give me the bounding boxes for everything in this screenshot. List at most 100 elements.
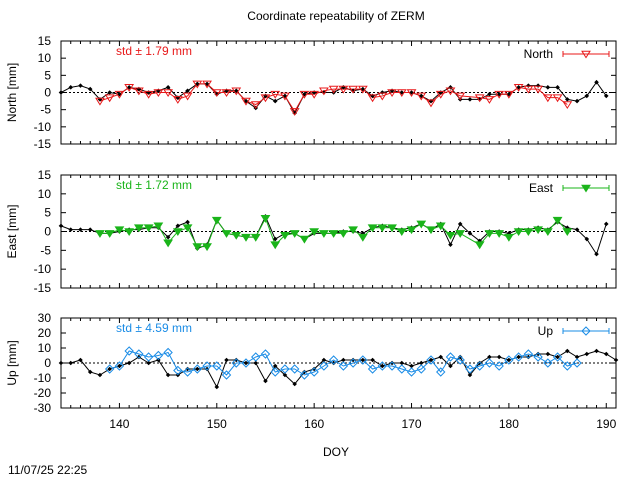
black-series-point <box>185 88 190 94</box>
colored-series-point <box>173 365 183 376</box>
colored-series-point <box>503 233 514 242</box>
colored-series-point <box>153 89 164 98</box>
black-series-point <box>389 360 395 366</box>
black-series-point <box>467 97 473 102</box>
y-tick-label: 15 <box>38 34 52 48</box>
colored-series-point <box>455 355 465 365</box>
black-series-point <box>574 98 580 104</box>
colored-series-point <box>494 230 505 238</box>
y-tick-label: 10 <box>38 187 52 201</box>
timestamp: 11/07/25 22:25 <box>8 463 88 477</box>
black-series-point <box>487 91 492 97</box>
colored-series-point <box>484 358 495 368</box>
colored-series-point <box>143 224 154 233</box>
colored-series-point <box>241 97 251 106</box>
colored-series-point <box>192 80 203 89</box>
colored-series-point <box>280 364 290 374</box>
x-tick-label: 170 <box>402 417 422 431</box>
colored-series-point <box>562 361 573 371</box>
black-series-point <box>107 366 112 372</box>
colored-series-point <box>348 226 359 235</box>
colored-series-point <box>523 228 534 237</box>
colored-series-point <box>562 101 573 110</box>
black-series-point <box>594 348 599 354</box>
colored-series-point <box>562 228 573 237</box>
black-series-point <box>78 357 83 363</box>
x-tick-label: 190 <box>596 417 616 431</box>
black-series-point <box>233 357 239 363</box>
colored-series-point <box>299 370 310 380</box>
colored-series-point <box>328 85 339 94</box>
legend-label: North <box>524 47 553 61</box>
colored-series-point <box>513 352 524 362</box>
colored-series-point <box>319 361 329 371</box>
colored-series-point <box>211 216 222 225</box>
y-tick-label: 10 <box>38 341 52 355</box>
colored-series-point <box>494 361 504 371</box>
black-series-point <box>68 227 74 232</box>
black-series-point <box>156 88 161 94</box>
colored-series-point <box>357 85 368 94</box>
figure-title: Coordinate repeatability of ZERM <box>247 9 424 23</box>
colored-series-point <box>474 94 485 103</box>
black-series-point <box>321 90 327 95</box>
y-tick-label: -20 <box>34 386 52 400</box>
black-series-point <box>185 366 190 372</box>
colored-series-point <box>309 367 319 377</box>
colored-series-point <box>523 85 534 94</box>
colored-series-point <box>513 84 524 92</box>
black-series-point <box>263 378 268 384</box>
colored-series-point <box>436 367 446 377</box>
black-series-point <box>331 360 336 366</box>
colored-series-point <box>484 230 495 238</box>
colored-series-point <box>465 364 475 374</box>
colored-series-point <box>280 92 290 101</box>
y-tick-label: 20 <box>38 326 52 340</box>
colored-series-point <box>182 92 193 101</box>
colored-series-point <box>494 90 505 99</box>
colored-series-point <box>270 90 281 99</box>
black-series-point <box>165 234 171 240</box>
black-series-point <box>272 363 278 369</box>
x-tick-label: 160 <box>304 417 324 431</box>
black-series-point <box>565 97 570 102</box>
colored-series-point <box>163 89 174 98</box>
colored-series-point <box>114 90 125 99</box>
black-series-point <box>409 363 414 369</box>
colored-series-point <box>172 96 183 104</box>
black-series-point <box>603 221 609 227</box>
y-tick-label: 0 <box>44 86 51 100</box>
colored-series-point <box>572 358 582 368</box>
colored-series-point <box>416 92 427 101</box>
black-series-point <box>292 381 297 387</box>
colored-series-point <box>299 90 310 99</box>
y-tick-label: 0 <box>44 225 51 239</box>
black-series-point <box>311 366 317 372</box>
y-tick-label: 0 <box>44 356 51 370</box>
black-series-point <box>165 85 171 90</box>
colored-series-point <box>221 230 232 238</box>
colored-series-point <box>318 87 329 96</box>
colored-series-point <box>172 228 183 237</box>
black-series-point <box>58 90 64 95</box>
black-series-line <box>61 350 617 389</box>
colored-series-point <box>143 352 154 362</box>
black-series-point <box>370 357 375 363</box>
panels: 15 10 5 0 -5 -10 -15 North [mm] std ± 1.79 mm Nor… <box>5 34 619 431</box>
legend-label: Up <box>538 324 554 338</box>
colored-series-point <box>338 230 349 238</box>
colored-series-point <box>289 364 300 374</box>
colored-series-point <box>231 358 241 368</box>
colored-series-point <box>416 220 427 229</box>
y-tick-label: 30 <box>38 311 52 325</box>
colored-series-point <box>250 101 261 110</box>
colored-series-point <box>552 94 563 103</box>
black-series-point <box>350 357 356 363</box>
black-series-point <box>175 223 181 229</box>
colored-series-point <box>406 89 417 98</box>
black-series-point <box>78 83 83 88</box>
black-series-point <box>58 360 64 366</box>
black-series-point <box>545 351 551 357</box>
colored-series-point <box>377 224 388 233</box>
